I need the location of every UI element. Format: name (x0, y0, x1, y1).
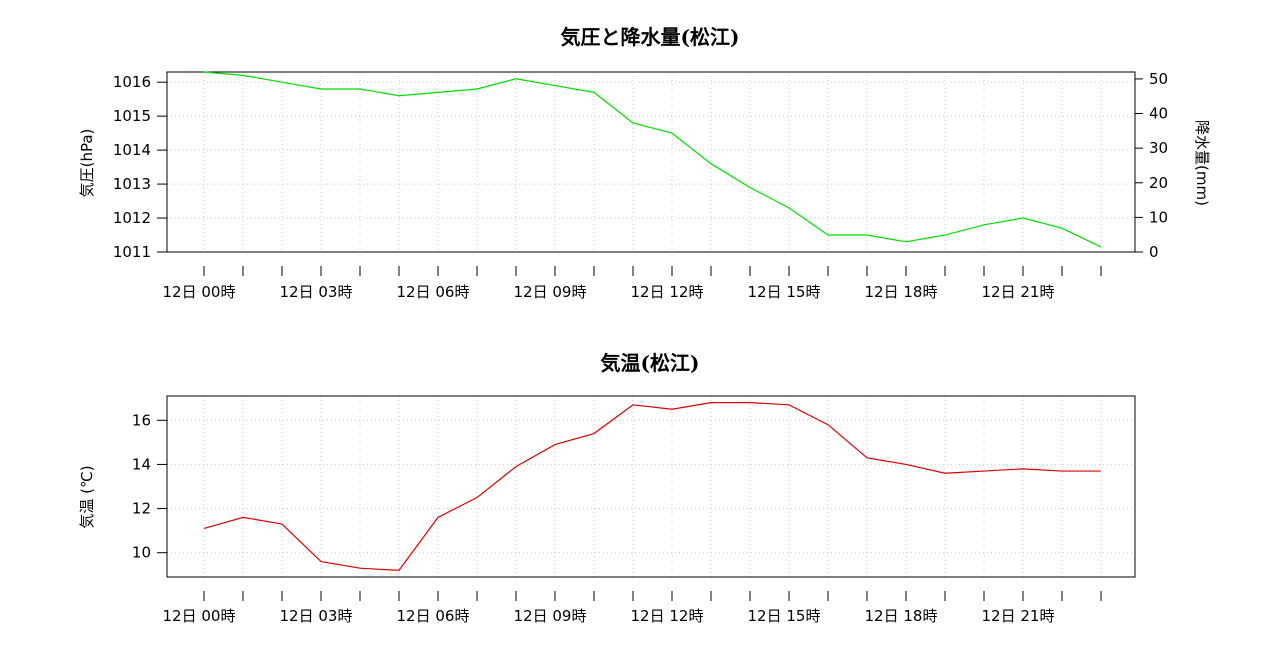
temperature-y-tick-label: 12 (132, 500, 151, 518)
temperature-x-tick-label: 12日 06時 (397, 607, 470, 625)
pressure-x-tick-label: 12日 15時 (748, 283, 821, 301)
pressure-y-tick-label: 1012 (113, 209, 151, 227)
pressure-y-tick-label: 1016 (113, 73, 151, 91)
pressure-x-tick-label: 12日 03時 (280, 283, 353, 301)
pressure-y-tick-label: 1014 (113, 141, 151, 159)
pressure-y-axis-label: 気圧(hPa) (78, 129, 96, 198)
precipitation-y-tick-label: 40 (1149, 105, 1168, 123)
pressure-x-tick-label: 12日 12時 (631, 283, 704, 301)
pressure-x-tick-label: 12日 21時 (982, 283, 1055, 301)
temperature-series-line (203, 402, 1101, 571)
pressure-x-tick-label: 12日 00時 (163, 283, 236, 301)
temperature-y-tick-label: 16 (132, 411, 151, 429)
temperature-x-tick-label: 12日 21時 (982, 607, 1055, 625)
precipitation-y-axis-label: 降水量(mm) (1193, 120, 1211, 206)
precipitation-y-tick-label: 0 (1149, 243, 1159, 261)
temperature-y-tick-label: 14 (132, 455, 151, 473)
temperature-x-tick-label: 12日 15時 (748, 607, 821, 625)
temperature-plot-frame (166, 395, 1136, 578)
pressure-x-tick-label: 12日 18時 (865, 283, 938, 301)
pressure-plot-frame (166, 71, 1136, 253)
precipitation-y-tick-label: 50 (1149, 70, 1168, 88)
pressure-y-tick-label: 1013 (113, 175, 151, 193)
precipitation-y-tick-label: 30 (1149, 139, 1168, 157)
temperature-y-axis-label: 気温 (℃) (78, 465, 96, 528)
temperature-x-tick-label: 12日 12時 (631, 607, 704, 625)
temperature-chart-title: 気温(松江) (601, 351, 700, 375)
precipitation-y-tick-label: 20 (1149, 174, 1168, 192)
pressure-chart-title: 気圧と降水量(松江) (561, 25, 740, 49)
temperature-y-tick-label: 10 (132, 544, 151, 562)
pressure-y-tick-label: 1015 (113, 107, 151, 125)
temperature-x-tick-label: 12日 09時 (514, 607, 587, 625)
pressure-y-tick-label: 1011 (113, 243, 151, 261)
precipitation-y-tick-label: 10 (1149, 208, 1168, 226)
pressure-x-tick-label: 12日 09時 (514, 283, 587, 301)
temperature-x-tick-label: 12日 03時 (280, 607, 353, 625)
temperature-x-tick-label: 12日 00時 (163, 607, 236, 625)
pressure-series-line (203, 71, 1102, 248)
pressure-x-tick-label: 12日 06時 (397, 283, 470, 301)
temperature-x-tick-label: 12日 18時 (865, 607, 938, 625)
